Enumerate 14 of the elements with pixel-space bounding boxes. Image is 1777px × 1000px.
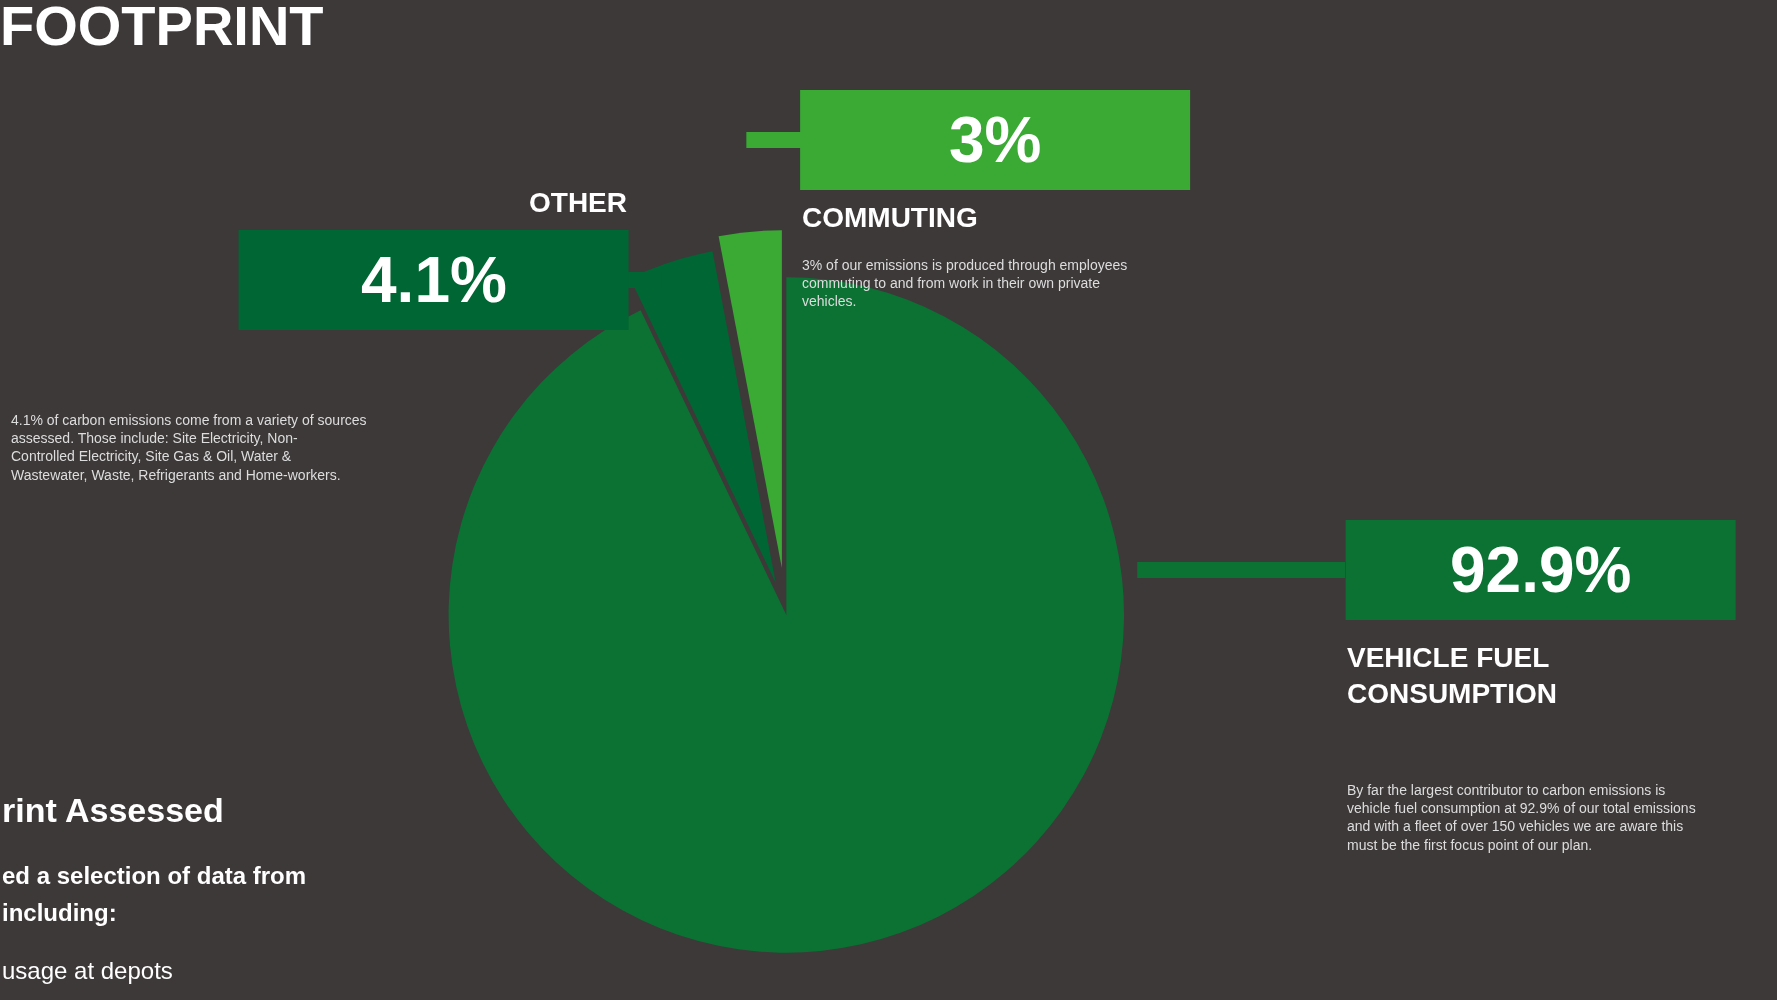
- slice-label: VEHICLE FUEL CONSUMPTION: [1347, 642, 1557, 710]
- text: 4.1% of carbon emissions come from a variety of sources assessed. Those include: Site Electricity, Non-Controlled Electricity, Site Gas & Oil, Water & Wastewater, Waste, Refrigerants and Home-workers.: [11, 412, 367, 483]
- text: ed a selection of data from: [2, 862, 307, 889]
- data-label: 4.1%: [361, 244, 507, 316]
- text: including:: [2, 899, 117, 926]
- data-label: 3%: [949, 104, 1042, 176]
- chart-title: FOOTPRINT: [0, 0, 324, 57]
- text: rint Assessed: [2, 791, 224, 829]
- slice-label: COMMUTING: [802, 202, 978, 233]
- text: usage at depots: [2, 957, 173, 984]
- data-label: 92.9%: [1450, 534, 1632, 606]
- text: By far the largest contributor to carbon emissions is vehicle fuel consumption at 92.9% of our total emissions and with a fleet of over 150 vehicles we are aware this must be the first focus point of our plan.: [1347, 782, 1696, 853]
- text: 3% of our emissions is produced through employees commuting to and from work in their own private vehicles.: [802, 257, 1128, 310]
- slice-label: OTHER: [529, 187, 627, 218]
